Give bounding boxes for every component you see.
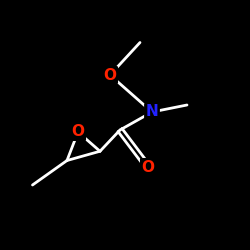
Text: O: O xyxy=(72,124,85,140)
Text: N: N xyxy=(146,104,158,120)
Text: O: O xyxy=(104,68,117,82)
Text: O: O xyxy=(142,160,154,174)
